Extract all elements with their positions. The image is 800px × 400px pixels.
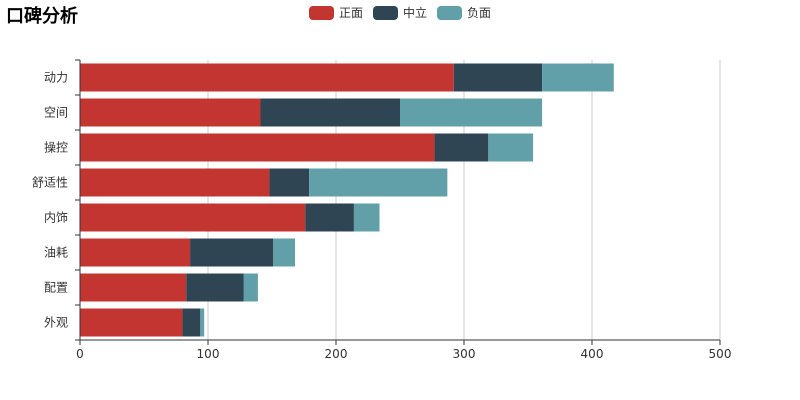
bar-7-1[interactable]: [182, 308, 201, 337]
bar-5-1[interactable]: [190, 238, 274, 267]
bar-2-1[interactable]: [434, 133, 489, 162]
y-tick-label-0: 动力: [44, 71, 68, 85]
legend-label-1: 中立: [402, 6, 427, 20]
legend-label-0: 正面: [338, 6, 363, 20]
bar-6-0[interactable]: [80, 273, 187, 302]
bar-2-2[interactable]: [488, 133, 534, 162]
chart-title: 口碑分析: [6, 6, 78, 27]
bar-3-0[interactable]: [80, 168, 270, 197]
bar-1-1[interactable]: [260, 98, 400, 127]
bar-7-2[interactable]: [200, 308, 205, 337]
x-tick-label-4: 400: [581, 347, 604, 361]
y-tick-label-3: 舒适性: [32, 176, 68, 190]
legend-item-0[interactable]: 正面: [308, 4, 363, 21]
legend-swatch-2: [437, 5, 462, 20]
y-tick-label-1: 空间: [44, 106, 68, 120]
y-tick-label-6: 配置: [44, 281, 68, 295]
bar-5-0[interactable]: [80, 238, 191, 267]
bar-3-2[interactable]: [309, 168, 448, 197]
legend-swatch-1: [372, 5, 398, 20]
y-tick-label-2: 操控: [44, 140, 68, 155]
bar-4-1[interactable]: [305, 203, 354, 232]
x-tick-label-5: 500: [709, 347, 732, 361]
bar-0-2[interactable]: [542, 63, 614, 92]
bar-7-0[interactable]: [80, 308, 183, 337]
legend: 正面 中立 负面: [0, 4, 800, 21]
y-tick-label-5: 油耗: [44, 246, 68, 260]
x-tick-label-3: 300: [453, 347, 476, 361]
x-tick-label-0: 0: [76, 347, 84, 361]
bar-0-0[interactable]: [80, 63, 454, 92]
bar-3-1[interactable]: [269, 168, 310, 197]
x-tick-label-2: 200: [325, 347, 348, 361]
x-tick-label-1: 100: [197, 347, 220, 361]
bar-1-0[interactable]: [80, 98, 261, 127]
legend-item-1[interactable]: 中立: [372, 4, 427, 21]
y-tick-label-7: 外观: [44, 316, 68, 330]
legend-label-2: 负面: [467, 6, 492, 20]
bar-6-1[interactable]: [186, 273, 244, 302]
bar-2-0[interactable]: [80, 133, 435, 162]
bar-4-2[interactable]: [353, 203, 380, 232]
y-tick-label-4: 内饰: [44, 211, 68, 225]
legend-swatch-0: [308, 5, 334, 20]
bar-5-2[interactable]: [273, 238, 296, 267]
bar-0-1[interactable]: [453, 63, 543, 92]
bar-6-2[interactable]: [243, 273, 258, 302]
legend-item-2[interactable]: 负面: [437, 4, 491, 21]
bar-4-0[interactable]: [80, 203, 306, 232]
bar-1-2[interactable]: [400, 98, 543, 127]
